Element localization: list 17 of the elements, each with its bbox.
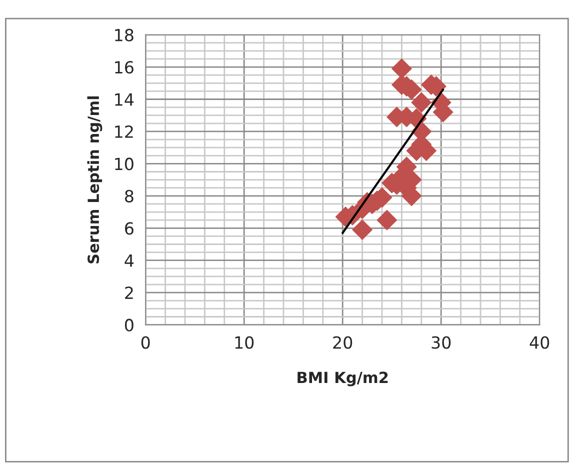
x-tick-label: 10	[235, 336, 254, 349]
y-tick-label: 2	[125, 286, 133, 299]
x-tick-label: 20	[333, 336, 352, 349]
y-tick-label: 12	[115, 125, 133, 138]
y-tick-label: 10	[115, 158, 134, 170]
y-tick-label: 16	[115, 60, 134, 74]
y-tick-label: 8	[125, 190, 134, 202]
y-axis-title: Serum Leptin ng/ml	[87, 96, 102, 264]
x-tick-label: 0	[141, 336, 150, 349]
y-tick-label: 4	[124, 254, 134, 267]
y-tick-label: 6	[125, 222, 134, 235]
y-tick-label: 14	[115, 93, 134, 106]
y-tick-label: 0	[124, 318, 134, 332]
x-axis-title: BMI Kg/m2	[298, 372, 388, 386]
x-tick-label: 30	[432, 336, 451, 349]
x-tick-label: 40	[530, 336, 550, 349]
y-tick-label: 18	[115, 28, 134, 42]
